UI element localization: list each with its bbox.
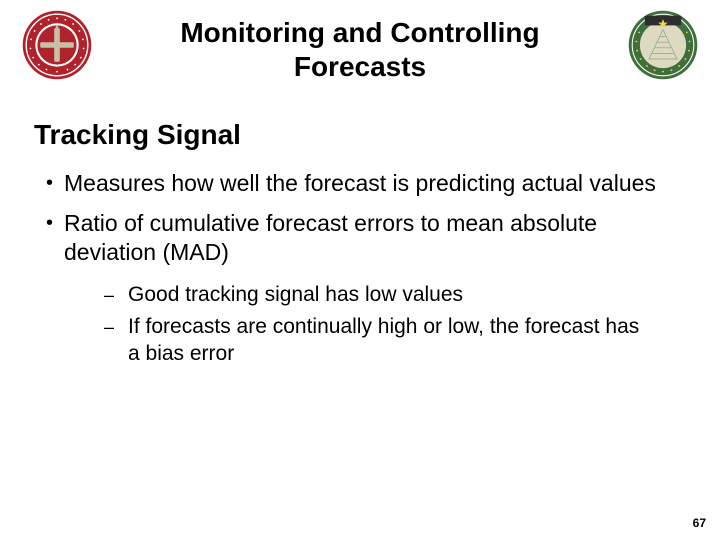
bullet-dash-icon: – <box>104 282 128 309</box>
slide: { "header": { "title_line1": "Monitoring… <box>0 0 720 540</box>
bullet-dot-icon: • <box>46 169 64 198</box>
sub-bullet-list: – Good tracking signal has low values – … <box>104 282 652 369</box>
page-number: 67 <box>693 516 706 530</box>
bullet-dash-icon: – <box>104 314 128 368</box>
right-seal-icon <box>628 10 698 80</box>
bullet-text: Ratio of cumulative forecast errors to m… <box>64 209 660 268</box>
bullet-text: Measures how well the forecast is predic… <box>64 169 656 198</box>
slide-title: Monitoring and Controlling Forecasts <box>0 0 720 83</box>
title-line-2: Forecasts <box>294 51 426 82</box>
sub-bullet-item: – Good tracking signal has low values <box>104 282 652 309</box>
section-heading: Tracking Signal <box>34 119 720 151</box>
sub-bullet-text: Good tracking signal has low values <box>128 282 463 309</box>
left-seal-icon <box>22 10 92 80</box>
title-line-1: Monitoring and Controlling <box>180 17 539 48</box>
sub-bullet-item: – If forecasts are continually high or l… <box>104 314 652 368</box>
bullet-item: • Ratio of cumulative forecast errors to… <box>46 209 660 268</box>
bullet-item: • Measures how well the forecast is pred… <box>46 169 660 198</box>
bullet-dot-icon: • <box>46 209 64 268</box>
sub-bullet-text: If forecasts are continually high or low… <box>128 314 652 368</box>
bullet-list: • Measures how well the forecast is pred… <box>46 169 660 267</box>
